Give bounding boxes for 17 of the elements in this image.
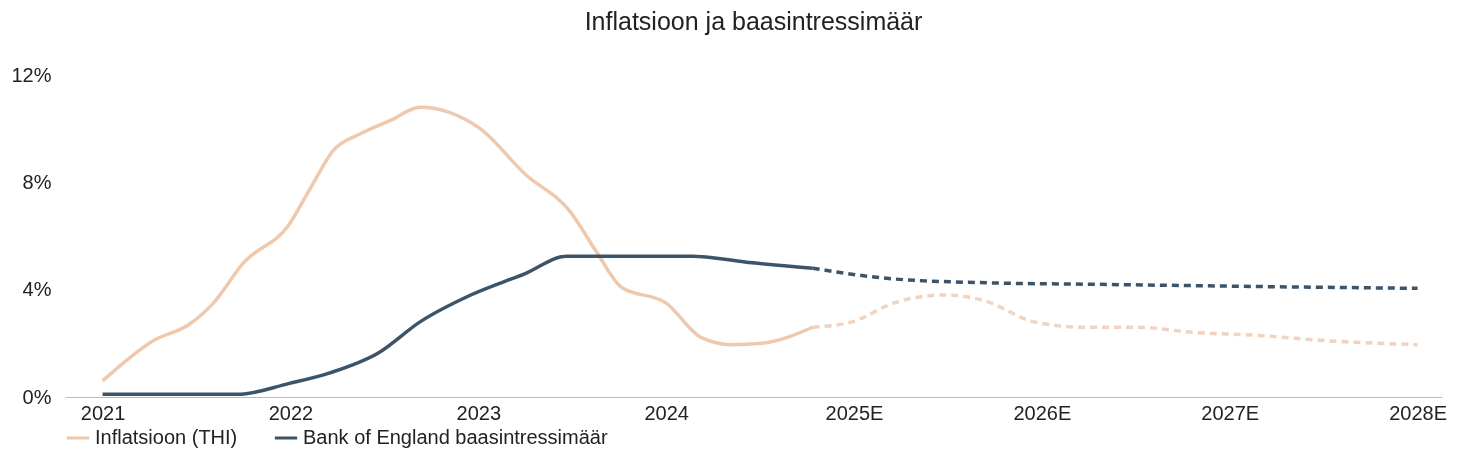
x-tick-label: 2027E [1201, 401, 1260, 424]
x-tick-label: 2026E [1013, 401, 1072, 424]
legend-label: Bank of England baasintressimäär [303, 426, 608, 448]
x-tick-label: 2028E [1389, 401, 1447, 424]
y-tick-label: 0% [22, 385, 52, 408]
y-tick-label: 8% [22, 170, 52, 193]
legend-label: Inflatsioon (THI) [95, 426, 238, 448]
chart-title: Inflatsioon ja baasintressimäär [584, 7, 923, 35]
x-tick-label: 2024 [644, 401, 689, 424]
y-tick-label: 4% [22, 278, 52, 301]
y-tick-label: 12% [11, 63, 52, 86]
line-series [100, 105, 815, 383]
x-tick-label: 2022 [268, 401, 314, 424]
x-tick-label: 2021 [80, 401, 126, 424]
line-series [810, 293, 1420, 347]
x-tick-label: 2023 [456, 401, 502, 424]
x-tick-label: 2025E [825, 401, 884, 424]
